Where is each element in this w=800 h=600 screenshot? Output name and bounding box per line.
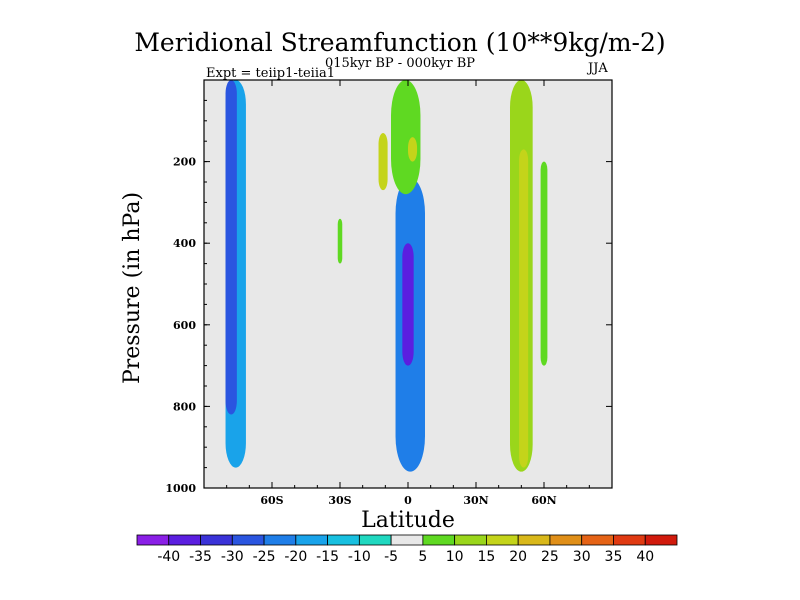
x-tick-label-3: 30N [463,494,488,507]
y-tick-label-3: 800 [173,400,196,413]
colorbar-swatch-10 [454,534,487,546]
colorbar-label-11: 20 [509,549,527,565]
colorbar-label-13: 30 [573,549,591,565]
colorbar-label-8: 5 [418,549,427,565]
colorbar-swatch-4 [263,534,297,546]
colorbar-swatch-14 [581,534,614,546]
colorbar-label-12: 25 [541,549,559,565]
y-tick-label-0: 200 [173,156,196,169]
streamfunction-cell-3 [402,243,414,366]
colorbar-swatch-12 [517,534,551,546]
colorbar-swatch-3 [231,534,265,546]
x-tick-label-0: 60S [260,494,283,507]
x-tick-label-2: 0 [404,494,412,507]
x-axis-label: Latitude [361,508,455,533]
colorbar-swatch-8 [390,534,424,546]
colorbar-swatch-5 [295,534,328,546]
colorbar-swatch-9 [422,534,456,546]
colorbar-label-5: -15 [316,549,339,565]
colorbar-label-2: -30 [221,549,244,565]
season-label: JJA [588,61,608,76]
colorbar-label-6: -10 [348,549,371,565]
streamfunction-cell-5 [378,133,388,191]
colorbar-swatch-6 [327,534,360,546]
streamfunction-cell-6 [408,137,418,162]
y-tick-label-4: 1000 [165,482,196,495]
colorbar-label-7: -5 [384,549,398,565]
colorbar-swatch-16 [644,534,678,546]
colorbar-swatch-15 [613,534,646,546]
y-axis-label: Pressure (in hPa) [120,192,145,384]
colorbar-swatch-0 [136,534,170,546]
colorbar-swatch-13 [549,534,583,546]
y-tick-label-2: 600 [173,319,196,332]
colorbar-swatch-7 [358,534,392,546]
colorbar-label-0: -40 [157,549,180,565]
streamfunction-cell-9 [519,149,529,468]
colorbar-label-10: 15 [477,549,495,565]
colorbar-label-9: 10 [446,549,464,565]
x-tick-label-4: 60N [531,494,556,507]
chart-title: Meridional Streamfunction (10**9kg/m-2) [134,28,666,57]
experiment-label: Expt = teiip1-teiia1 [206,66,335,81]
x-tick-label-1: 30S [328,494,351,507]
streamfunction-cell-7 [337,218,343,264]
colorbar-label-3: -25 [253,549,276,565]
streamfunction-cell-4 [391,80,421,195]
chart-subtitle: 015kyr BP - 000kyr BP [324,56,476,71]
streamfunction-cell-10 [540,161,548,366]
colorbar-label-15: 40 [636,549,654,565]
colorbar-swatch-11 [486,534,519,546]
colorbar-label-4: -20 [284,549,307,565]
colorbar-swatch-2 [200,534,233,546]
streamfunction-cell-1 [225,80,237,415]
y-tick-label-1: 400 [173,237,196,250]
colorbar-label-1: -35 [189,549,212,565]
colorbar-swatch-1 [168,534,201,546]
colorbar-label-14: 35 [605,549,623,565]
